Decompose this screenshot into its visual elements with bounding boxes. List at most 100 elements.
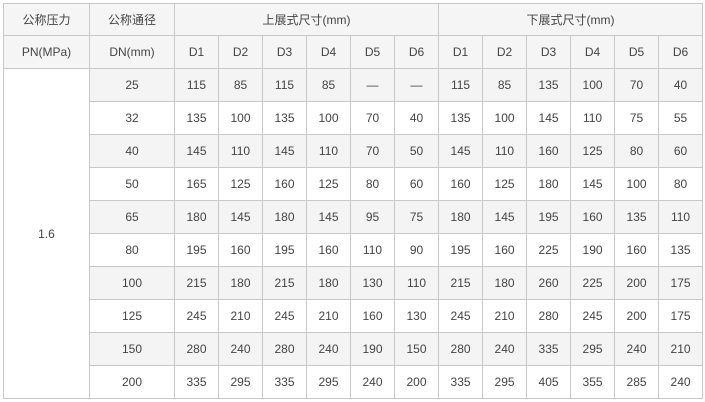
pn-header-label: 公称压力 <box>3 3 90 36</box>
sub-column-header: D2 <box>482 35 528 69</box>
dn-cell: 200 <box>89 365 175 399</box>
upper-d1-cell: 215 <box>174 266 219 300</box>
lower-group-header: 下展式尺寸(mm) <box>438 3 704 36</box>
upper-group-header: 上展式尺寸(mm) <box>173 3 440 36</box>
lower-d1-cell: 160 <box>438 167 484 201</box>
lower-d2-cell: 180 <box>482 266 528 300</box>
upper-d2-cell: 210 <box>218 299 263 333</box>
upper-d3-cell: 160 <box>262 167 307 201</box>
upper-d4-cell: 210 <box>306 299 351 333</box>
table-row: 50 165 125 160 125 80 60 160 125 180 145 100 80 <box>4 167 704 201</box>
upper-d3-cell: 280 <box>262 332 307 366</box>
header-row-1: 公称压力 公称通径 上展式尺寸(mm) 下展式尺寸(mm) <box>3 3 704 36</box>
sub-column-header: D5 <box>614 35 660 69</box>
dn-cell: 50 <box>89 167 175 201</box>
lower-d3-cell: 160 <box>526 134 572 168</box>
upper-d5-cell: 160 <box>350 299 395 333</box>
dn-unit-label: DN(mm) <box>89 35 175 69</box>
upper-d3-cell: 335 <box>262 365 307 399</box>
dn-cell: 25 <box>89 68 175 102</box>
table-row: 100 215 180 215 180 130 110 215 180 260 225 200 175 <box>4 266 704 300</box>
dn-header-label: 公称通径 <box>89 3 175 36</box>
upper-d6-cell: 90 <box>393 233 440 267</box>
table-row: 200 335 295 335 295 240 200 335 295 405 355 285 240 <box>4 365 704 399</box>
upper-d5-cell: 130 <box>350 266 395 300</box>
lower-d1-cell: 215 <box>438 266 484 300</box>
upper-d1-cell: 135 <box>174 101 219 135</box>
upper-d6-cell: — <box>393 68 440 102</box>
lower-d4-cell: 245 <box>570 299 616 333</box>
lower-d6-cell: 240 <box>658 365 704 399</box>
upper-d5-cell: 240 <box>350 365 395 399</box>
upper-d6-cell: 150 <box>393 332 440 366</box>
table-row: 150 280 240 280 240 190 150 280 240 335 295 240 210 <box>4 332 704 366</box>
upper-d1-cell: 335 <box>174 365 219 399</box>
upper-d3-cell: 135 <box>262 101 307 135</box>
dn-cell: 100 <box>89 266 175 300</box>
lower-d5-cell: 70 <box>614 68 660 102</box>
dn-cell: 32 <box>89 101 175 135</box>
sub-column-header: D3 <box>262 35 307 69</box>
lower-d1-cell: 280 <box>438 332 484 366</box>
lower-d3-cell: 180 <box>526 167 572 201</box>
lower-d4-cell: 160 <box>570 200 616 234</box>
upper-d5-cell: 95 <box>350 200 395 234</box>
sub-column-header: D1 <box>174 35 219 69</box>
upper-d5-cell: — <box>350 68 395 102</box>
sub-column-header: D6 <box>658 35 704 69</box>
lower-d6-cell: 175 <box>658 266 704 300</box>
upper-d4-cell: 180 <box>306 266 351 300</box>
sub-column-header: D6 <box>393 35 440 69</box>
lower-d2-cell: 240 <box>482 332 528 366</box>
upper-d1-cell: 145 <box>174 134 219 168</box>
upper-d1-cell: 165 <box>174 167 219 201</box>
upper-d4-cell: 125 <box>306 167 351 201</box>
upper-d5-cell: 190 <box>350 332 395 366</box>
upper-d2-cell: 125 <box>218 167 263 201</box>
lower-d1-cell: 145 <box>438 134 484 168</box>
lower-d3-cell: 405 <box>526 365 572 399</box>
lower-d1-cell: 135 <box>438 101 484 135</box>
sub-column-header: D2 <box>218 35 263 69</box>
lower-d5-cell: 240 <box>614 332 660 366</box>
lower-d2-cell: 295 <box>482 365 528 399</box>
upper-d1-cell: 115 <box>174 68 219 102</box>
dn-cell: 65 <box>89 200 175 234</box>
upper-d6-cell: 130 <box>393 299 440 333</box>
upper-d4-cell: 160 <box>306 233 351 267</box>
lower-d1-cell: 180 <box>438 200 484 234</box>
dn-cell: 40 <box>89 134 175 168</box>
table-row: 1.6 25 115 85 115 85— —115 85 135 100 70 40 <box>3 68 704 399</box>
lower-d5-cell: 100 <box>614 167 660 201</box>
lower-d2-cell: 100 <box>482 101 528 135</box>
lower-d2-cell: 85 <box>482 68 528 102</box>
lower-d4-cell: 110 <box>570 101 616 135</box>
lower-d4-cell: 190 <box>570 233 616 267</box>
upper-d4-cell: 85 <box>306 68 351 102</box>
lower-d4-cell: 100 <box>570 68 616 102</box>
pn-value-cell: 1.6 <box>3 68 90 399</box>
upper-d6-cell: 50 <box>393 134 440 168</box>
lower-d3-cell: 225 <box>526 233 572 267</box>
table-row: 40 145 110 145 110 70 50 145 110 160 125 80 60 <box>4 134 704 168</box>
table-row: 80 195 160 195 160 110 90 195 160 225 190 160 135 <box>4 233 704 267</box>
lower-d3-cell: 280 <box>526 299 572 333</box>
upper-d1-cell: 180 <box>174 200 219 234</box>
upper-d6-cell: 200 <box>393 365 440 399</box>
table-row: 125 245 210 245 210 160 130 245 210 280 245 200 175 <box>4 299 704 333</box>
sub-column-header: D4 <box>306 35 351 69</box>
lower-d1-cell: 195 <box>438 233 484 267</box>
upper-d2-cell: 85 <box>218 68 263 102</box>
dimension-table: 公称压力 公称通径 上展式尺寸(mm) 下展式尺寸(mm) PN(MPa) DN… <box>3 3 704 399</box>
lower-d6-cell: 60 <box>658 134 704 168</box>
upper-d6-cell: 75 <box>393 200 440 234</box>
upper-d5-cell: 70 <box>350 134 395 168</box>
lower-d5-cell: 75 <box>614 101 660 135</box>
upper-d4-cell: 110 <box>306 134 351 168</box>
lower-d2-cell: 125 <box>482 167 528 201</box>
header-row-2: PN(MPa) DN(mm) D1 D2 D3 D4 D5 D6 D1 D2 D3 D4 D5 D6 <box>3 35 704 69</box>
lower-d1-cell: 115 <box>438 68 484 102</box>
lower-d5-cell: 285 <box>614 365 660 399</box>
lower-d2-cell: 110 <box>482 134 528 168</box>
lower-d2-cell: 160 <box>482 233 528 267</box>
